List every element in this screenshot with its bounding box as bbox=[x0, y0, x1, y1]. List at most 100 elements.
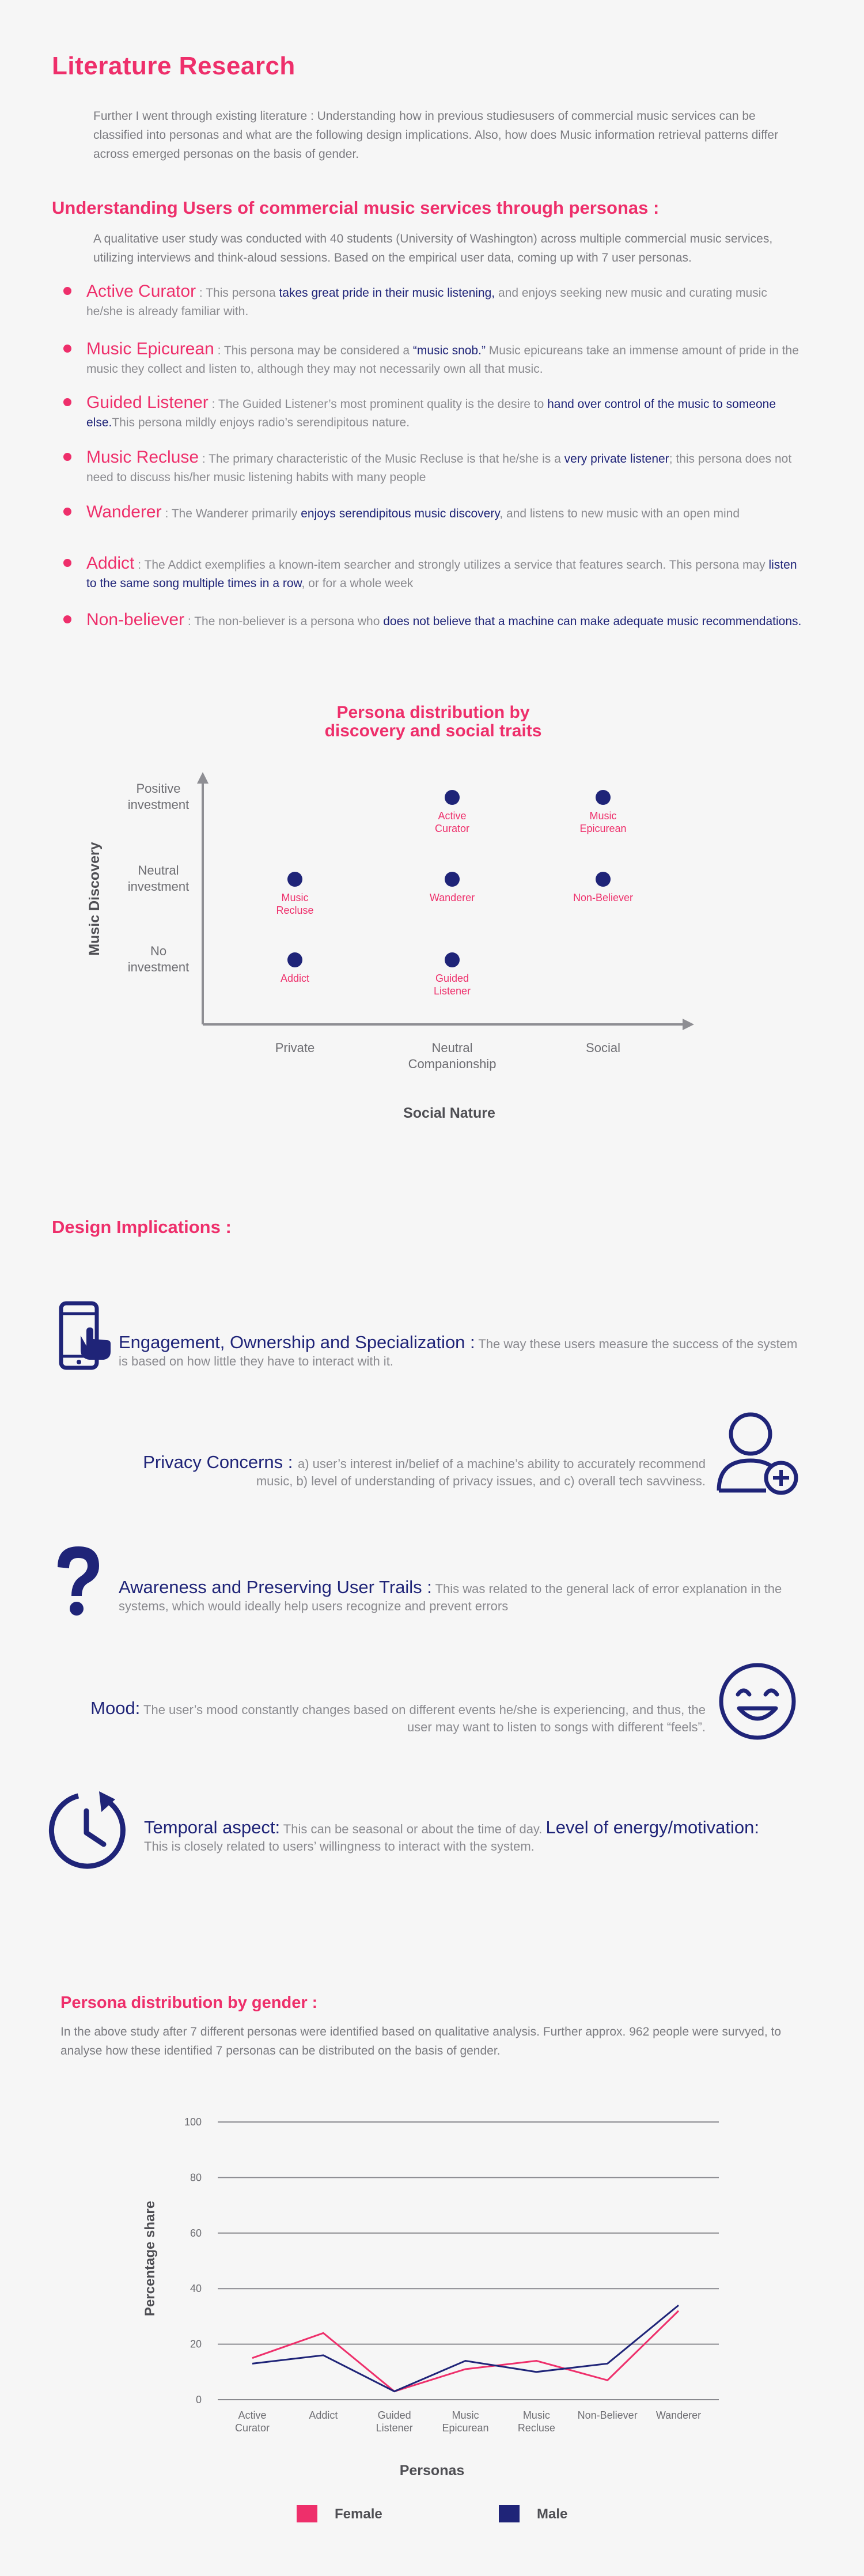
personas-section-title: Understanding Users of commercial music … bbox=[52, 198, 660, 218]
scatter-point-label: Guided Listener bbox=[434, 973, 471, 997]
persona-item: Non-believer : The non-believer is a per… bbox=[63, 611, 806, 631]
y-tick-label: 0 bbox=[196, 2394, 202, 2405]
y-tick-label: Neutral investment bbox=[128, 863, 189, 894]
persona-text: Music epicureans take an immense amount … bbox=[86, 344, 799, 376]
legend-swatch bbox=[499, 2505, 520, 2522]
y-tick-label: 20 bbox=[190, 2339, 202, 2350]
design-item-text: This was related to the general lack of … bbox=[119, 1582, 782, 1613]
page-title: Literature Research bbox=[52, 52, 295, 80]
design-item-title: Level of energy/motivation: bbox=[545, 1817, 760, 1837]
y-tick-label: Positive investment bbox=[128, 781, 189, 812]
personas-intro: A qualitative user study was conducted w… bbox=[93, 232, 773, 264]
scatter-point bbox=[596, 872, 611, 887]
persona-text: : The non-believer is a persona who bbox=[184, 615, 384, 628]
legend-label: Female bbox=[335, 2506, 382, 2522]
x-tick-label: Music Epicurean bbox=[442, 2409, 488, 2434]
persona-description: Non-believer : The non-believer is a per… bbox=[86, 611, 806, 631]
scatter-point-label: Music Epicurean bbox=[579, 810, 626, 834]
x-tick-label: Guided Listener bbox=[376, 2409, 413, 2434]
persona-highlight: “music snob.” bbox=[412, 344, 486, 357]
smiley-icon bbox=[719, 1663, 796, 1740]
x-axis-title: Social Nature bbox=[403, 1105, 495, 1121]
persona-text: : This persona bbox=[196, 286, 279, 300]
design-item-title: Awareness and Preserving User Trails : bbox=[119, 1577, 432, 1597]
scatter-title: Persona distribution by discovery and soc… bbox=[325, 703, 542, 740]
persona-name: Guided Listener bbox=[86, 393, 209, 412]
design-item-title: Privacy Concerns : bbox=[143, 1452, 298, 1472]
persona-item: Music Recluse : The primary characterist… bbox=[63, 448, 806, 487]
scatter-point bbox=[445, 952, 460, 967]
x-axis-arrow bbox=[683, 1019, 694, 1030]
scatter-point bbox=[445, 872, 460, 887]
persona-highlight: listen to the same song multiple times i… bbox=[86, 558, 797, 590]
persona-description: Active Curator : This persona takes grea… bbox=[86, 282, 806, 321]
design-item-text: The user’s mood constantly changes based… bbox=[140, 1703, 706, 1734]
scatter-point bbox=[445, 790, 460, 805]
phone-touch-icon bbox=[59, 1301, 111, 1370]
y-tick-label: 100 bbox=[184, 2116, 202, 2128]
persona-description: Wanderer : The Wanderer primarily enjoys… bbox=[86, 503, 806, 523]
y-tick-label: No investment bbox=[128, 944, 189, 974]
x-tick-label: Addict bbox=[309, 2409, 338, 2421]
y-tick-label: 80 bbox=[190, 2172, 202, 2183]
bullet-icon bbox=[63, 398, 71, 406]
scatter-point bbox=[596, 790, 611, 805]
series-line-female bbox=[252, 2310, 680, 2393]
design-item-engagement: Engagement, Ownership and Specialization… bbox=[119, 1332, 810, 1370]
design-item-text: This is closely related to users’ willin… bbox=[144, 1839, 535, 1853]
persona-text: , or for a whole week bbox=[301, 577, 414, 590]
design-item-title: Temporal aspect: bbox=[144, 1817, 281, 1837]
scatter-point-label: Active Curator bbox=[435, 810, 469, 834]
bullet-icon bbox=[63, 453, 71, 461]
x-tick-label: Wanderer bbox=[656, 2409, 701, 2421]
persona-gender-line-chart: 0 20 40 60 80 100 Active Curator Addict Guided Lis… bbox=[142, 2116, 719, 2522]
question-mark-icon bbox=[58, 1546, 99, 1616]
design-item-text: This can be seasonal or about the time o… bbox=[280, 1822, 546, 1836]
legend-label: Male bbox=[537, 2506, 567, 2522]
bullet-icon bbox=[63, 559, 71, 567]
persona-text: , and listens to new music with an open … bbox=[499, 507, 740, 520]
x-tick-label: Social bbox=[586, 1041, 620, 1055]
y-axis-title: Music Discovery bbox=[86, 842, 103, 955]
persona-text: This persona mildly enjoys radio’s seren… bbox=[112, 416, 410, 429]
y-axis-title: Percentage share bbox=[142, 2201, 158, 2316]
scatter-point bbox=[287, 952, 302, 967]
design-item-awareness: Awareness and Preserving User Trails : T… bbox=[119, 1577, 810, 1615]
user-add-icon bbox=[717, 1412, 798, 1495]
clock-icon bbox=[48, 1791, 126, 1869]
bullet-icon bbox=[63, 345, 71, 353]
gender-intro: In the above study after 7 different per… bbox=[60, 2025, 782, 2057]
persona-name: Wanderer bbox=[86, 502, 162, 521]
series-line-male bbox=[252, 2304, 679, 2393]
x-tick-label: Non-Believer bbox=[578, 2409, 638, 2421]
persona-item: Music Epicurean : This persona may be co… bbox=[63, 340, 806, 379]
design-item-text: a) user’s interest in/belief of a machin… bbox=[256, 1457, 706, 1488]
design-item-text: The way these users measure the success … bbox=[119, 1337, 798, 1368]
design-implications-title: Design Implications : bbox=[52, 1217, 232, 1237]
x-axis-title: Personas bbox=[400, 2462, 465, 2479]
persona-text: : This persona may be considered a bbox=[214, 344, 413, 357]
legend-swatch bbox=[297, 2505, 317, 2522]
bullet-icon bbox=[63, 287, 71, 295]
y-axis-arrow bbox=[197, 772, 209, 784]
design-item-temporal: Temporal aspect: This can be seasonal or… bbox=[144, 1817, 847, 1855]
persona-item: Addict : The Addict exemplifies a known-… bbox=[63, 554, 806, 593]
persona-name: Non-believer bbox=[86, 610, 185, 629]
design-item-title: Engagement, Ownership and Specialization… bbox=[119, 1332, 475, 1352]
design-item-mood: Mood: The user’s mood constantly changes… bbox=[81, 1699, 706, 1736]
y-tick-label: 40 bbox=[190, 2283, 202, 2294]
persona-scatter-chart: Persona distribution by discovery and soc… bbox=[86, 703, 694, 1121]
gender-section-title: Persona distribution by gender : bbox=[60, 1994, 318, 2012]
literature-intro: Further I went through existing literatu… bbox=[93, 109, 779, 161]
y-tick-label: 60 bbox=[190, 2227, 202, 2239]
persona-item: Active Curator : This persona takes grea… bbox=[63, 282, 806, 321]
persona-description: Guided Listener : The Guided Listener’s … bbox=[86, 394, 806, 432]
persona-name: Music Epicurean bbox=[86, 339, 214, 358]
scatter-point-label: Non-Believer bbox=[573, 892, 633, 903]
bullet-icon bbox=[63, 615, 71, 623]
scatter-point bbox=[287, 872, 302, 887]
persona-text: and enjoys seeking new music and curatin… bbox=[86, 286, 767, 318]
scatter-point-label: Wanderer bbox=[430, 892, 475, 903]
persona-name: Music Recluse bbox=[86, 448, 199, 467]
persona-highlight: very private listener bbox=[564, 452, 669, 466]
